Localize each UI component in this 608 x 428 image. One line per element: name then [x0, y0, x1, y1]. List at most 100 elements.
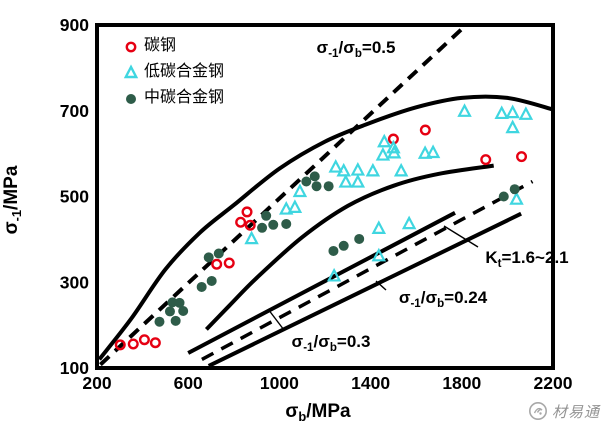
data-point-medium-carbon-alloy-steel: [178, 305, 189, 316]
data-point-low-carbon-alloy-steel: [505, 104, 520, 119]
data-point-carbon-steel: [235, 216, 247, 228]
kt-band-dashed-line: [201, 179, 534, 361]
open-triangle-icon: [118, 62, 144, 82]
data-point-carbon-steel: [127, 338, 139, 350]
data-point-low-carbon-alloy-steel: [336, 162, 351, 177]
filled-circle-icon: [118, 88, 144, 108]
open-circle-icon: [118, 36, 144, 56]
x-tick-label: 2200: [534, 373, 573, 393]
data-point-low-carbon-alloy-steel: [338, 174, 353, 188]
data-point-low-carbon-alloy-steel: [505, 119, 520, 134]
data-point-carbon-steel: [241, 206, 253, 218]
x-tick-label: 200: [82, 373, 111, 393]
ratio-024-callout: [375, 280, 387, 291]
data-point-medium-carbon-alloy-steel: [268, 219, 279, 230]
x-tick-label: 1400: [351, 373, 390, 393]
upper-envelope-curve: [97, 94, 554, 361]
data-point-low-carbon-alloy-steel: [509, 191, 524, 205]
y-axis-label: σ-1/MPa: [1, 165, 24, 234]
data-point-medium-carbon-alloy-steel: [206, 275, 217, 286]
ratio-03-callout: [267, 308, 285, 331]
data-point-carbon-steel: [516, 151, 528, 163]
data-point-medium-carbon-alloy-steel: [213, 248, 224, 259]
watermark: 材易通: [527, 400, 600, 422]
data-point-medium-carbon-alloy-steel: [196, 281, 207, 292]
data-point-low-carbon-alloy-steel: [371, 247, 387, 262]
data-point-medium-carbon-alloy-steel: [301, 176, 312, 187]
y-tick-label: 300: [60, 272, 89, 292]
data-point-low-carbon-alloy-steel: [328, 158, 343, 173]
data-point-low-carbon-alloy-steel: [350, 161, 366, 176]
x-tick-label: 1800: [442, 373, 481, 393]
kt-label: Kt=1.6~2.1: [485, 248, 568, 270]
data-point-low-carbon-alloy-steel: [393, 162, 409, 177]
data-point-carbon-steel: [419, 124, 431, 136]
data-point-carbon-steel: [211, 258, 223, 270]
y-tick-label: 900: [60, 15, 89, 35]
data-point-low-carbon-alloy-steel: [350, 174, 366, 188]
legend-label: 中碳合金钢: [144, 89, 225, 106]
data-point-medium-carbon-alloy-steel: [174, 297, 185, 308]
data-point-medium-carbon-alloy-steel: [498, 191, 509, 202]
data-point-low-carbon-alloy-steel: [417, 145, 433, 159]
legend-item-low-carbon-alloy: 低碳合金钢: [118, 59, 224, 85]
watermark-logo-icon: [527, 400, 549, 422]
kt-band-lower-line: [207, 211, 522, 368]
data-point-medium-carbon-alloy-steel: [281, 218, 292, 229]
data-point-carbon-steel: [480, 154, 492, 166]
data-point-medium-carbon-alloy-steel: [509, 184, 520, 195]
data-point-medium-carbon-alloy-steel: [309, 171, 320, 182]
data-point-low-carbon-alloy-steel: [457, 103, 472, 117]
y-tick-label: 500: [60, 187, 89, 207]
data-point-low-carbon-alloy-steel: [365, 162, 381, 177]
legend-label: 碳钢: [144, 37, 177, 54]
ratio-05-line: [99, 24, 467, 367]
data-point-low-carbon-alloy-steel: [371, 220, 387, 234]
data-point-carbon-steel: [114, 339, 126, 351]
data-point-medium-carbon-alloy-steel: [203, 252, 214, 263]
data-point-carbon-steel: [138, 334, 150, 346]
data-point-carbon-steel: [149, 337, 161, 349]
kt-callout: [443, 225, 479, 248]
data-point-low-carbon-alloy-steel: [518, 106, 534, 120]
data-point-low-carbon-alloy-steel: [494, 105, 509, 120]
x-tick-label: 600: [174, 373, 203, 393]
data-point-low-carbon-alloy-steel: [326, 267, 342, 282]
data-point-medium-carbon-alloy-steel: [261, 210, 272, 221]
kt-band-upper-line: [187, 211, 456, 355]
y-tick-label: 100: [60, 358, 89, 378]
data-point-medium-carbon-alloy-steel: [170, 315, 181, 326]
data-point-medium-carbon-alloy-steel: [354, 233, 365, 244]
data-point-low-carbon-alloy-steel: [287, 199, 303, 213]
data-point-low-carbon-alloy-steel: [386, 139, 401, 154]
chart-legend: 碳钢 低碳合金钢 中碳合金钢: [118, 33, 224, 111]
data-point-low-carbon-alloy-steel: [425, 144, 441, 159]
x-axis-label: σb/MPa: [285, 401, 351, 424]
data-point-low-carbon-alloy-steel: [386, 144, 402, 159]
legend-item-carbon-steel: 碳钢: [118, 33, 224, 59]
data-point-medium-carbon-alloy-steel: [328, 245, 339, 256]
data-point-medium-carbon-alloy-steel: [311, 181, 322, 192]
data-point-medium-carbon-alloy-steel: [323, 181, 334, 192]
legend-item-medium-carbon-alloy: 中碳合金钢: [118, 85, 224, 111]
data-point-low-carbon-alloy-steel: [292, 183, 308, 198]
data-point-medium-carbon-alloy-steel: [338, 240, 349, 251]
plot-border: [95, 23, 555, 370]
data-point-medium-carbon-alloy-steel: [164, 306, 175, 317]
ratio-05-label: σ-1/σb=0.5: [317, 38, 396, 60]
data-point-low-carbon-alloy-steel: [377, 133, 392, 148]
data-point-low-carbon-alloy-steel: [244, 230, 259, 245]
legend-label: 低碳合金钢: [144, 63, 225, 80]
x-tick-label: 1000: [260, 373, 299, 393]
data-point-carbon-steel: [223, 257, 235, 269]
middle-envelope-curve: [204, 163, 495, 331]
data-point-medium-carbon-alloy-steel: [154, 316, 165, 327]
watermark-text: 材易通: [551, 404, 600, 421]
y-tick-label: 700: [60, 101, 89, 121]
data-point-low-carbon-alloy-steel: [279, 201, 294, 215]
data-point-medium-carbon-alloy-steel: [257, 222, 268, 233]
ratio-024-label: σ-1/σb=0.24: [399, 288, 488, 310]
data-point-carbon-steel: [244, 219, 256, 231]
